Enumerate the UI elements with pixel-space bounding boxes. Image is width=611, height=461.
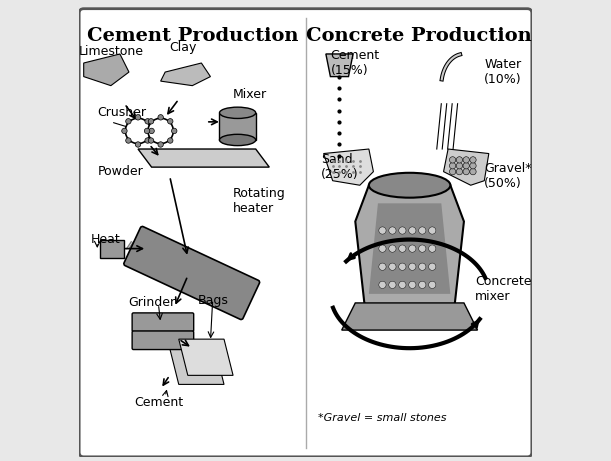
Text: Crusher: Crusher <box>97 106 146 119</box>
Circle shape <box>419 245 426 252</box>
Circle shape <box>158 142 163 147</box>
Circle shape <box>135 142 141 147</box>
FancyBboxPatch shape <box>132 313 194 331</box>
FancyBboxPatch shape <box>132 331 194 349</box>
Circle shape <box>429 245 436 252</box>
Polygon shape <box>138 149 269 167</box>
Text: Grinder: Grinder <box>128 296 175 309</box>
FancyBboxPatch shape <box>124 226 260 319</box>
Circle shape <box>126 138 131 143</box>
Ellipse shape <box>219 107 256 118</box>
Polygon shape <box>324 149 373 185</box>
Circle shape <box>389 263 396 270</box>
Circle shape <box>399 281 406 289</box>
Circle shape <box>450 163 456 169</box>
Circle shape <box>135 115 141 120</box>
Text: Concrete
mixer: Concrete mixer <box>475 275 532 303</box>
Circle shape <box>379 245 386 252</box>
Text: Gravel*
(50%): Gravel* (50%) <box>485 162 532 190</box>
Text: Sand
(25%): Sand (25%) <box>321 153 359 181</box>
Circle shape <box>409 281 416 289</box>
Circle shape <box>456 157 463 163</box>
Circle shape <box>125 118 151 143</box>
Circle shape <box>389 281 396 289</box>
Circle shape <box>379 227 386 234</box>
Text: Concrete Production: Concrete Production <box>306 27 532 45</box>
Circle shape <box>379 281 386 289</box>
Circle shape <box>389 245 396 252</box>
Polygon shape <box>84 54 129 86</box>
Text: Limestone: Limestone <box>78 46 144 59</box>
Circle shape <box>409 227 416 234</box>
Text: *Gravel = small stones: *Gravel = small stones <box>318 414 447 423</box>
Circle shape <box>409 245 416 252</box>
Circle shape <box>144 128 150 134</box>
Circle shape <box>389 227 396 234</box>
Polygon shape <box>369 203 450 294</box>
Circle shape <box>145 138 150 143</box>
Polygon shape <box>326 54 353 77</box>
Circle shape <box>126 118 131 124</box>
Circle shape <box>463 163 469 169</box>
Circle shape <box>145 118 150 124</box>
Text: Heat: Heat <box>90 233 120 246</box>
FancyBboxPatch shape <box>79 9 532 457</box>
Bar <box>219 113 256 140</box>
Circle shape <box>456 168 463 175</box>
Text: Bags: Bags <box>197 294 228 307</box>
Text: Clay: Clay <box>170 41 197 54</box>
Text: Cement
(15%): Cement (15%) <box>331 49 379 77</box>
Circle shape <box>409 263 416 270</box>
Polygon shape <box>342 303 478 330</box>
Circle shape <box>148 118 154 124</box>
Polygon shape <box>444 149 489 185</box>
Circle shape <box>149 128 155 134</box>
Circle shape <box>450 168 456 175</box>
Ellipse shape <box>369 173 450 198</box>
Circle shape <box>167 118 173 124</box>
Circle shape <box>379 263 386 270</box>
Polygon shape <box>355 185 464 321</box>
Circle shape <box>419 281 426 289</box>
Polygon shape <box>170 348 224 384</box>
Circle shape <box>463 168 469 175</box>
Circle shape <box>429 263 436 270</box>
Circle shape <box>399 263 406 270</box>
Text: Mixer: Mixer <box>233 88 267 101</box>
Circle shape <box>429 281 436 289</box>
Text: Cement Production: Cement Production <box>87 27 298 45</box>
Circle shape <box>450 157 456 163</box>
Circle shape <box>419 263 426 270</box>
Circle shape <box>470 157 476 163</box>
Text: Powder: Powder <box>97 165 143 178</box>
Bar <box>100 240 125 258</box>
Circle shape <box>470 163 476 169</box>
Text: Cement: Cement <box>134 396 183 409</box>
Polygon shape <box>161 63 210 86</box>
Circle shape <box>429 227 436 234</box>
Text: Water
(10%): Water (10%) <box>485 58 522 86</box>
Circle shape <box>167 138 173 143</box>
Circle shape <box>399 227 406 234</box>
Circle shape <box>470 168 476 175</box>
Circle shape <box>456 163 463 169</box>
Circle shape <box>148 118 174 143</box>
Circle shape <box>463 157 469 163</box>
Polygon shape <box>179 339 233 375</box>
Text: Rotating
heater: Rotating heater <box>233 187 286 215</box>
Circle shape <box>148 138 154 143</box>
Circle shape <box>158 115 163 120</box>
Circle shape <box>419 227 426 234</box>
Ellipse shape <box>219 134 256 146</box>
Circle shape <box>122 128 127 134</box>
Circle shape <box>399 245 406 252</box>
Circle shape <box>172 128 177 134</box>
